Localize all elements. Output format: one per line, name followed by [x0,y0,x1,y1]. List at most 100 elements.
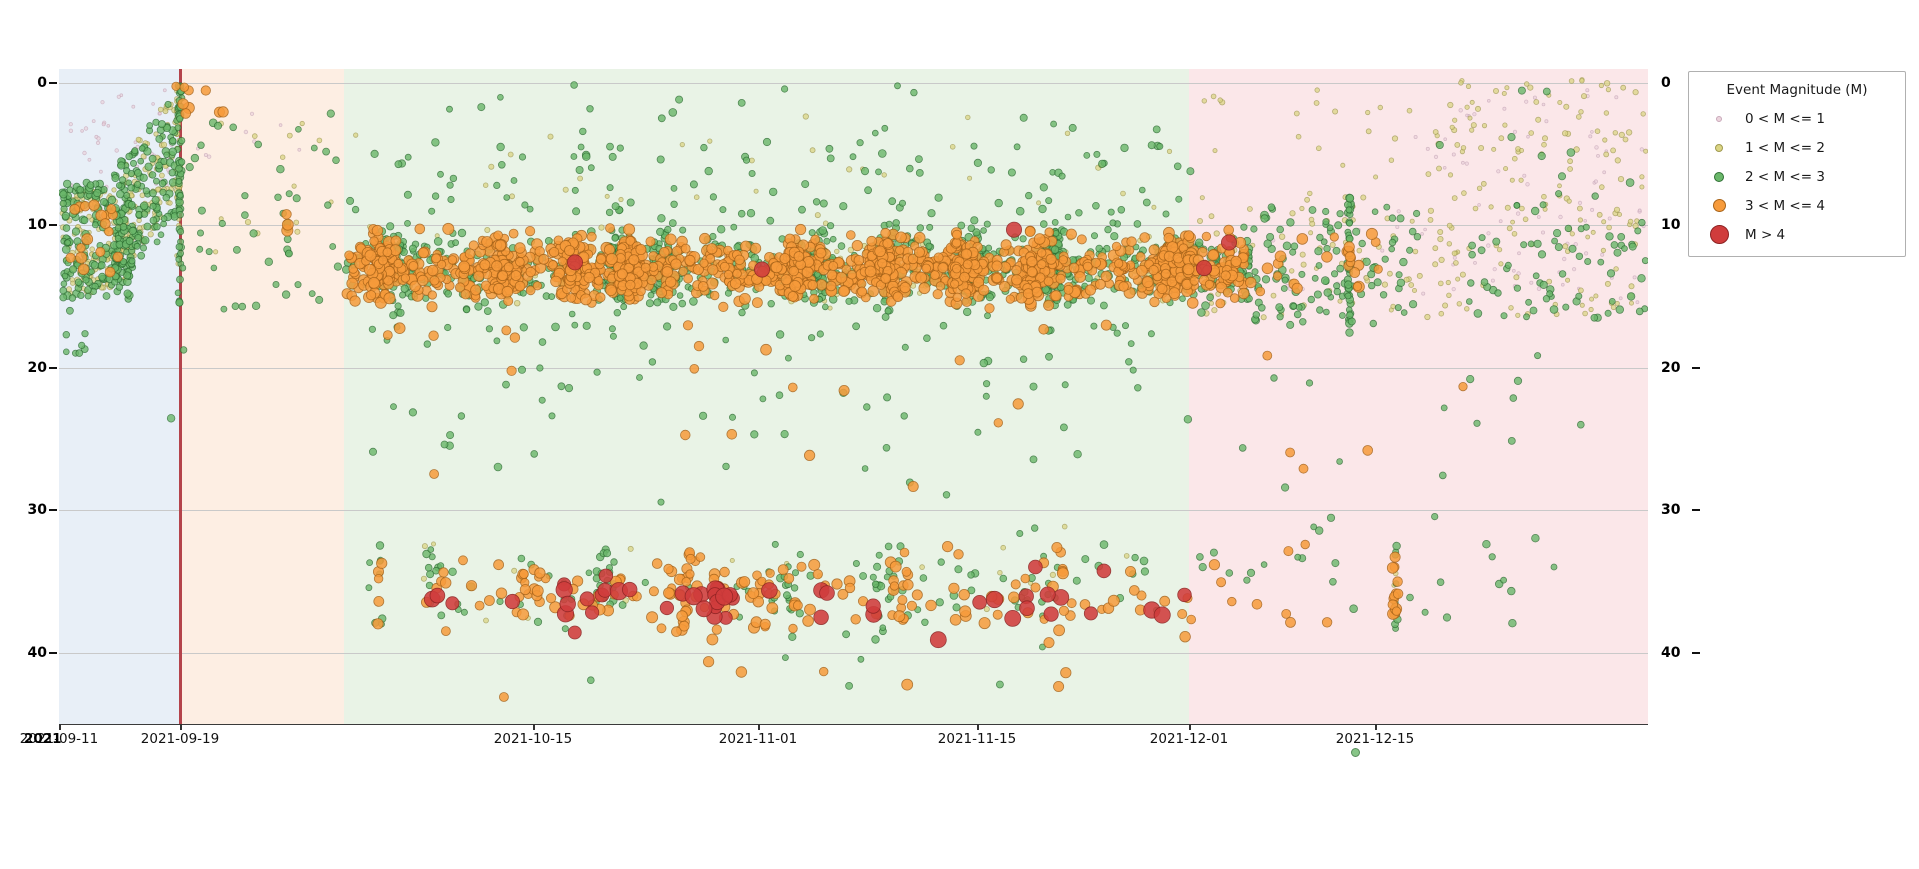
event-dot [1473,260,1477,265]
event-dot [1114,259,1124,269]
event-dot [1437,228,1444,235]
event-dot [1010,579,1021,590]
event-dot [190,153,200,163]
event-dot [68,122,73,127]
event-dot [1029,455,1038,464]
event-dot [59,190,68,199]
event-dot [164,100,172,108]
event-dot [785,354,792,362]
event-dot [771,540,779,548]
event-dot [349,295,361,307]
event-dot [1466,298,1473,305]
event-dot [285,190,293,198]
event-dot [1613,206,1621,213]
event-dot [656,287,668,299]
event-dot [626,198,635,207]
event-dot [1159,595,1171,607]
event-dot [895,231,907,244]
event-dot [1432,129,1439,135]
event-dot [587,164,595,172]
event-dot [571,321,579,329]
event-dot [737,99,746,107]
event-dot [1510,219,1515,225]
event-dot [1617,232,1626,241]
event-dot [881,313,890,321]
event-dot [838,285,850,297]
event-dot [241,192,249,200]
event-dot [1502,106,1507,111]
event-dot [985,244,993,252]
event-dot [153,222,161,231]
event-dot [538,253,550,265]
event-dot [159,188,167,196]
event-dot [1508,305,1514,311]
event-dot [1476,185,1483,191]
event-dot [1532,272,1540,280]
event-dot [577,143,585,151]
event-dot [801,180,810,189]
event-dot [1573,242,1578,247]
event-dot [1544,119,1549,124]
event-dot [1148,265,1159,276]
event-dot [140,153,147,160]
event-dot [1482,540,1491,549]
event-dot [1568,78,1575,84]
event-dot [483,182,489,188]
event-dot [176,191,184,199]
event-dot [389,311,398,320]
event-dot [875,551,883,559]
event-dot [645,236,656,247]
event-dot [857,655,865,663]
event-dot [1564,224,1573,233]
event-dot [128,257,136,265]
event-dot [483,617,489,624]
event-dot [1261,275,1271,284]
event-dot [1095,278,1106,290]
event-dot [719,566,730,578]
event-dot [153,131,159,137]
event-dot [718,301,729,312]
event-dot [877,258,888,269]
event-dot [203,153,208,158]
event-dot [218,219,226,228]
event-dot [808,558,821,571]
event-dot [1007,168,1016,177]
event-dot [197,141,205,149]
event-dot [1197,308,1206,317]
event-dot [635,243,647,255]
event-dot [935,281,946,291]
event-dot [68,128,74,133]
event-dot [926,223,934,231]
event-dot [1641,257,1648,265]
event-dot [1113,329,1121,337]
event-dot [510,177,518,184]
event-dot [888,197,897,206]
event-dot [1299,251,1306,258]
event-dot [1360,194,1367,201]
event-dot [1492,237,1501,246]
event-dot [130,159,138,167]
event-dot [1468,250,1476,259]
event-dot [171,81,181,91]
event-dot [158,179,167,188]
event-dot [1111,241,1122,252]
event-dot [176,275,184,284]
event-dot [1635,307,1644,316]
event-dot [1120,190,1126,197]
event-dot [444,323,452,332]
event-dot [65,252,76,263]
event-dot [698,411,708,420]
event-dot [668,108,678,117]
event-dot [973,158,983,168]
event-dot [375,541,385,550]
event-dot [326,109,335,118]
event-dot [213,249,219,255]
event-dot [168,147,177,156]
event-dot [433,237,443,246]
event-dot [1436,165,1442,172]
event-dot [324,201,332,209]
event-dot [446,181,454,189]
event-dot [1051,218,1059,226]
event-dot [915,169,924,177]
event-dot [175,255,183,263]
